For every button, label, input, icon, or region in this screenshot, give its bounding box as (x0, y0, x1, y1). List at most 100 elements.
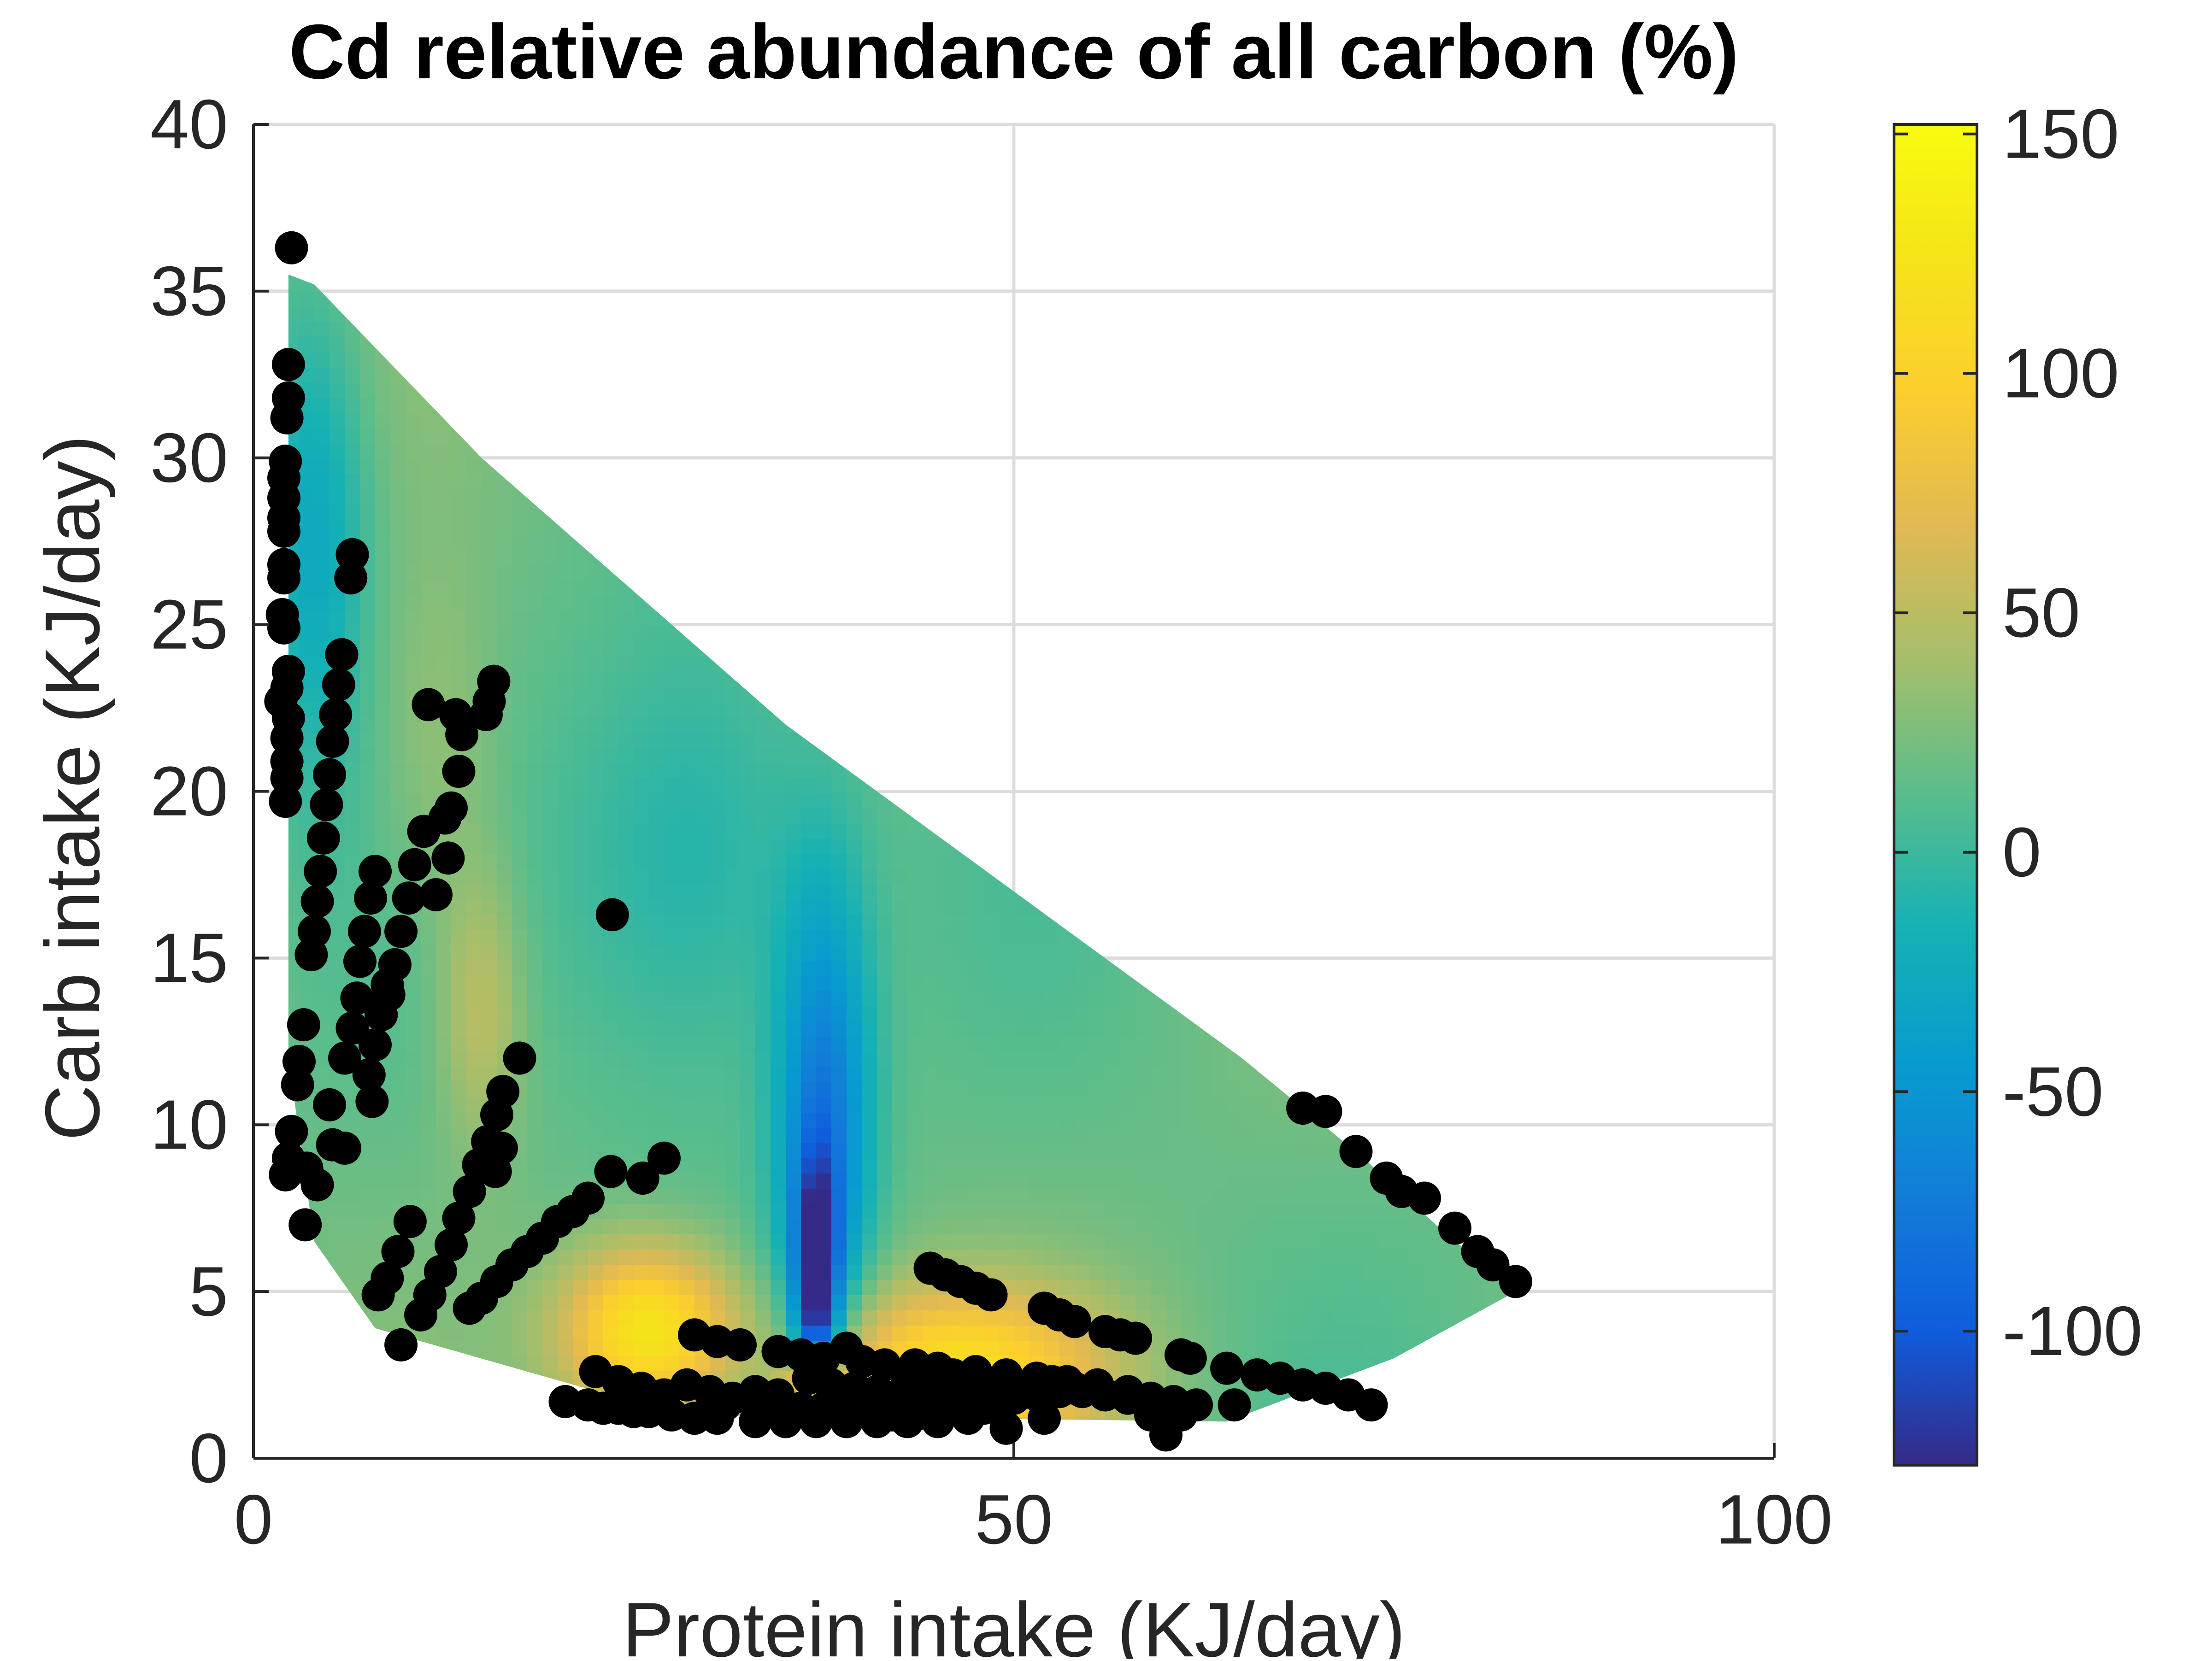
heatmap-cell (1212, 885, 1227, 900)
heatmap-cell (345, 1113, 360, 1128)
heatmap-cell (1029, 915, 1045, 931)
heatmap-cell (421, 459, 436, 475)
heatmap-cell (1105, 793, 1121, 809)
heatmap-cell (923, 900, 938, 916)
heatmap-cell (1075, 915, 1090, 931)
heatmap-cell (436, 535, 452, 551)
heatmap-cell (512, 733, 528, 748)
heatmap-cell (694, 413, 710, 429)
heatmap-cell (558, 1265, 573, 1280)
heatmap-cell (527, 1402, 543, 1417)
heatmap-cell (360, 322, 376, 338)
heatmap-cell (390, 641, 406, 657)
heatmap-cell (1166, 1280, 1182, 1296)
heatmap-cell (603, 535, 619, 551)
heatmap-cell (421, 657, 436, 672)
heatmap-cell (558, 687, 573, 703)
heatmap-cell (816, 1204, 832, 1220)
heatmap-cell (907, 1189, 923, 1204)
heatmap-cell (542, 1006, 558, 1022)
heatmap-cell (451, 565, 467, 581)
heatmap-cell (269, 1280, 284, 1296)
heatmap-cell (725, 869, 741, 885)
heatmap-cell (527, 307, 543, 323)
heatmap-cell (968, 1037, 984, 1052)
heatmap-cell (1014, 520, 1030, 535)
heatmap-cell (1181, 1006, 1197, 1022)
heatmap-cell (786, 231, 801, 247)
heatmap-cell (1014, 687, 1030, 703)
heatmap-cell (1044, 1189, 1060, 1204)
heatmap-cell (1105, 1143, 1121, 1159)
heatmap-cell (710, 793, 725, 809)
heatmap-cell (588, 1326, 604, 1341)
heatmap-cell (892, 474, 908, 490)
heatmap-cell (1120, 1158, 1136, 1174)
heatmap-cell (862, 809, 877, 824)
heatmap-cell (968, 809, 984, 824)
heatmap-cell (558, 520, 573, 535)
heatmap-cell (679, 945, 695, 961)
heatmap-cell (999, 702, 1014, 718)
heatmap-cell (466, 991, 482, 1007)
heatmap-cell (999, 565, 1014, 581)
heatmap-cell (1120, 839, 1136, 855)
heatmap-cell (786, 1234, 801, 1250)
heatmap-cell (603, 885, 619, 900)
heatmap-cell (1105, 1265, 1121, 1280)
heatmap-cell (527, 505, 543, 520)
heatmap-cell (558, 352, 573, 368)
heatmap-cell (466, 535, 482, 551)
heatmap-cell (1105, 413, 1121, 429)
heatmap-cell (740, 626, 756, 642)
heatmap-cell (360, 596, 376, 611)
heatmap-cell (710, 687, 725, 703)
heatmap-cell (968, 520, 984, 535)
heatmap-cell (725, 702, 741, 718)
heatmap-cell (1090, 733, 1106, 748)
heatmap-cell (421, 1098, 436, 1113)
heatmap-cell (1029, 292, 1045, 307)
heatmap-cell (603, 611, 619, 627)
heatmap-cell (482, 839, 497, 855)
heatmap-cell (375, 626, 391, 642)
heatmap-cell (345, 1174, 360, 1189)
heatmap-cell (938, 945, 953, 961)
heatmap-cell (451, 657, 467, 672)
heatmap-cell (512, 398, 528, 414)
heatmap-cell (710, 489, 725, 505)
heatmap-cell (664, 641, 680, 657)
heatmap-cell (953, 885, 969, 900)
heatmap-cell (497, 778, 512, 794)
heatmap-cell (390, 1098, 406, 1113)
heatmap-cell (1075, 961, 1090, 976)
heatmap-cell (892, 748, 908, 763)
heatmap-cell (497, 428, 512, 444)
heatmap-cell (269, 900, 284, 916)
heatmap-cell (375, 1356, 391, 1372)
heatmap-cell (679, 961, 695, 976)
heatmap-cell (953, 869, 969, 885)
heatmap-cell (907, 687, 923, 703)
heatmap-cell (527, 428, 543, 444)
heatmap-cell (1120, 1417, 1136, 1432)
heatmap-cell (877, 1006, 893, 1022)
heatmap-cell (527, 839, 543, 855)
heatmap-cell (527, 915, 543, 931)
heatmap-cell (1196, 672, 1212, 687)
heatmap-cell (1166, 672, 1182, 687)
heatmap-cell (847, 945, 862, 961)
heatmap-cell (1029, 976, 1045, 992)
heatmap-cell (558, 1128, 573, 1144)
heatmap-cell (679, 991, 695, 1007)
heatmap-cell (421, 1189, 436, 1204)
heatmap-cell (1212, 1219, 1227, 1235)
heatmap-cell (1181, 748, 1197, 763)
heatmap-cell (877, 1021, 893, 1037)
heatmap-cell (360, 505, 376, 520)
heatmap-cell (694, 1219, 710, 1235)
heatmap-cell (1059, 717, 1075, 733)
heatmap-cell (284, 900, 300, 916)
heatmap-cell (968, 368, 984, 383)
heatmap-cell (406, 505, 421, 520)
